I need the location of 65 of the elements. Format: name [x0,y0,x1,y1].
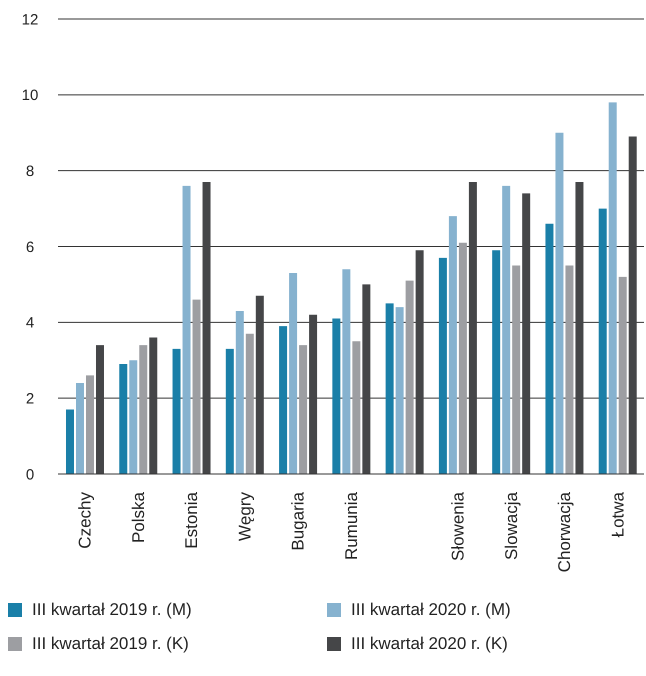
bar [512,265,520,474]
bar [86,375,94,474]
bar [522,193,530,474]
bar [468,182,477,474]
legend-label: III kwartał 2019 r. (K) [32,634,189,654]
legend-label: III kwartał 2019 r. (M) [32,600,192,620]
x-tick-label: Węgry [235,492,254,542]
bar [289,273,298,474]
y-tick-label: 12 [22,11,38,28]
x-tick-label: Bugaria [288,491,308,551]
bar [618,276,627,474]
bar [182,186,191,474]
bar [192,300,201,474]
bar [416,250,424,474]
x-tick-label: Chorwacja [555,491,574,572]
bar [129,360,138,474]
y-tick-label: 0 [26,466,34,484]
bar [332,318,340,474]
bar [309,314,318,474]
legend-label: III kwartał 2020 r. (K) [351,634,508,654]
bar [226,348,234,474]
bar [342,269,350,474]
legend-label: III kwartał 2020 r. (M) [351,600,511,620]
bar [545,224,554,474]
bar [119,364,128,474]
bar [608,102,617,474]
bar [502,186,510,474]
bar [202,182,211,474]
bar [256,296,264,474]
bar [172,348,181,474]
bar [299,345,308,474]
bar [628,136,637,474]
y-tick-label: 6 [26,238,34,256]
bar [396,307,404,474]
bar [575,182,584,474]
x-tick-label: Rumunia [342,491,361,560]
y-tick-label: 10 [22,87,38,104]
bar [555,132,564,474]
bar [448,216,457,474]
bar [362,284,370,474]
bar [438,258,447,474]
y-tick-label: 4 [26,314,34,332]
bar [246,334,254,474]
x-tick-label: Łotwa [608,491,628,538]
bar [76,383,84,474]
bar [386,303,394,474]
bar [565,265,574,474]
y-tick-label: 8 [26,162,34,180]
bar [458,242,467,474]
bar [236,310,244,474]
bar [598,208,607,474]
bar [139,345,148,474]
x-tick-label: Słowenia [448,491,468,561]
bar [406,280,414,474]
x-tick-label: Slowacja [502,491,521,560]
bar [149,338,158,474]
x-tick-label: Czechy [76,492,95,549]
bar [66,410,74,474]
x-tick-label: Polska [128,491,148,544]
y-tick-label: 2 [26,390,34,408]
x-tick-label: Estonia [182,491,202,549]
bar [352,341,360,474]
bar [96,345,104,474]
bar [279,326,288,474]
bar [492,250,500,474]
